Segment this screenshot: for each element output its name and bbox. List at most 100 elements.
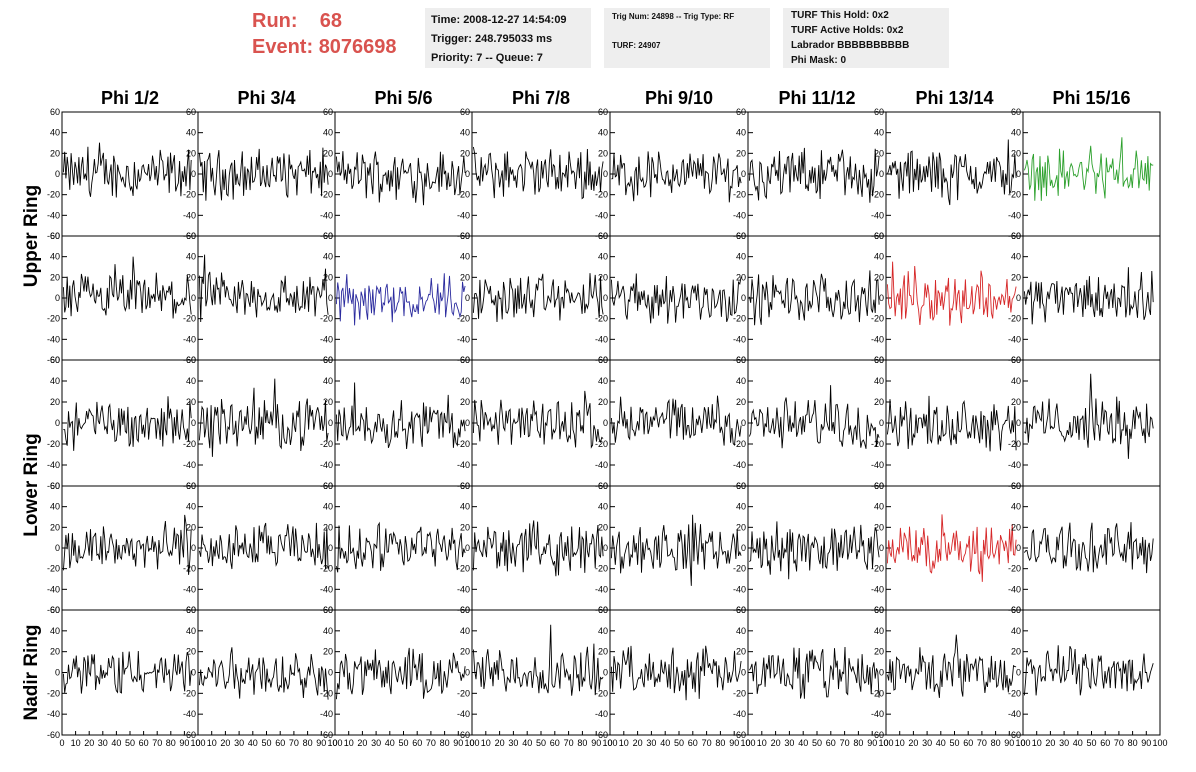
waveform-line (748, 270, 880, 326)
waveform-line (335, 151, 466, 206)
x-tick-label: 0 (607, 738, 612, 748)
y-tick-label: 40 (460, 252, 470, 262)
y-tick-label: -40 (183, 210, 196, 220)
x-tick-label: 60 (688, 738, 698, 748)
y-tick-label: 40 (736, 502, 746, 512)
plot-frame (1022, 111, 1161, 237)
x-tick-label: 60 (826, 738, 836, 748)
x-tick-label: 20 (1045, 738, 1055, 748)
y-tick-label: 20 (874, 522, 884, 532)
y-tick-label: -20 (47, 439, 60, 449)
waveform-line (198, 254, 329, 323)
turf-active-holds-text: TURF Active Holds: 0x2 (791, 25, 904, 36)
y-tick-label: 20 (598, 148, 608, 158)
waveform-line (886, 395, 1017, 452)
y-tick-label: 40 (186, 128, 196, 138)
y-tick-label: -20 (1008, 688, 1021, 698)
x-tick-label: 50 (261, 738, 271, 748)
waveform-line (472, 146, 604, 200)
y-tick-label: -20 (871, 439, 884, 449)
y-tick-label: 40 (1011, 626, 1021, 636)
y-tick-label: -40 (871, 709, 884, 719)
y-tick-label: 60 (460, 605, 470, 615)
y-tick-label: 40 (598, 502, 608, 512)
y-tick-label: 60 (323, 355, 333, 365)
y-tick-label: 0 (603, 418, 608, 428)
y-tick-label: -40 (595, 460, 608, 470)
y-tick-label: -40 (1008, 210, 1021, 220)
y-tick-label: -60 (1008, 730, 1021, 740)
event-value: 8076698 (318, 36, 397, 58)
y-tick-label: -40 (1008, 584, 1021, 594)
waveform-line (748, 147, 880, 203)
y-tick-label: 0 (879, 418, 884, 428)
y-tick-label: 60 (874, 355, 884, 365)
y-tick-label: -40 (733, 460, 746, 470)
y-tick-label: -20 (457, 564, 470, 574)
x-tick-label: 40 (660, 738, 670, 748)
x-tick-label: 50 (125, 738, 135, 748)
y-tick-label: -40 (871, 210, 884, 220)
y-tick-label: -20 (1008, 564, 1021, 574)
y-tick-label: 40 (598, 376, 608, 386)
y-tick-label: 0 (879, 668, 884, 678)
y-tick-label: 20 (460, 522, 470, 532)
column-header: Phi 5/6 (374, 88, 432, 108)
y-tick-label: -40 (320, 584, 333, 594)
x-tick-label: 70 (564, 738, 574, 748)
y-tick-label: 20 (323, 522, 333, 532)
x-tick-label: 60 (412, 738, 422, 748)
plot-frame (334, 485, 473, 611)
priority-text: Priority: 7 -- Queue: 7 (431, 52, 543, 64)
y-tick-label: 40 (50, 626, 60, 636)
y-tick-label: 60 (874, 107, 884, 117)
waveform-line (610, 395, 742, 447)
y-tick-label: 40 (874, 626, 884, 636)
labrador-text: Labrador BBBBBBBBBB (791, 40, 910, 51)
y-tick-label: -40 (871, 460, 884, 470)
y-tick-label: 60 (186, 231, 196, 241)
x-tick-label: 50 (536, 738, 546, 748)
x-tick-label: 100 (1015, 738, 1030, 748)
ring-label: Nadir Ring (21, 624, 42, 720)
x-tick-label: 20 (220, 738, 230, 748)
y-tick-label: -40 (320, 210, 333, 220)
y-tick-label: -20 (595, 439, 608, 449)
y-tick-label: 20 (736, 148, 746, 158)
x-tick-label: 80 (1128, 738, 1138, 748)
y-tick-label: -20 (1008, 314, 1021, 324)
x-tick-label: 40 (798, 738, 808, 748)
y-tick-label: 60 (460, 355, 470, 365)
y-tick-label: 40 (736, 376, 746, 386)
x-tick-label: 100 (602, 738, 617, 748)
y-tick-label: -20 (457, 190, 470, 200)
y-tick-label: -20 (733, 190, 746, 200)
x-tick-label: 50 (674, 738, 684, 748)
x-tick-label: 40 (248, 738, 258, 748)
y-tick-label: -40 (1008, 709, 1021, 719)
y-tick-label: 0 (603, 543, 608, 553)
y-tick-label: 60 (874, 481, 884, 491)
y-tick-label: 60 (1011, 107, 1021, 117)
y-tick-label: 60 (186, 107, 196, 117)
y-tick-label: -20 (871, 190, 884, 200)
x-tick-label: 0 (745, 738, 750, 748)
x-tick-label: 80 (991, 738, 1001, 748)
y-tick-label: -20 (871, 564, 884, 574)
waveform-line (886, 261, 1017, 326)
waveform-line (749, 521, 880, 580)
waveform-line (62, 514, 192, 575)
y-tick-label: 40 (186, 502, 196, 512)
y-tick-label: 0 (328, 169, 333, 179)
waveform-line (472, 390, 604, 449)
y-tick-label: -20 (733, 688, 746, 698)
x-tick-label: 100 (878, 738, 893, 748)
y-tick-label: 40 (1011, 252, 1021, 262)
y-tick-label: -20 (183, 314, 196, 324)
waveform-line (335, 521, 466, 573)
y-tick-label: 60 (460, 231, 470, 241)
x-tick-label: 60 (963, 738, 973, 748)
y-tick-label: 20 (460, 397, 470, 407)
plot-frame (885, 235, 1024, 361)
x-tick-label: 70 (840, 738, 850, 748)
